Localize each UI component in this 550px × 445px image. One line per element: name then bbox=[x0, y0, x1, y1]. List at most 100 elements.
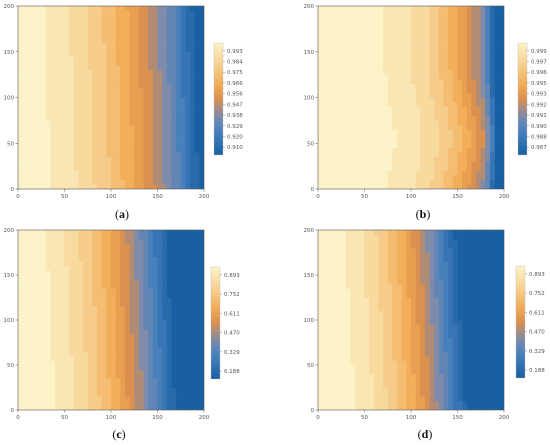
heat-cell bbox=[115, 230, 121, 235]
heat-cell bbox=[336, 60, 342, 66]
heat-cell bbox=[143, 28, 149, 34]
heat-cell bbox=[36, 234, 42, 240]
heat-cell bbox=[420, 65, 426, 71]
heat-cell bbox=[78, 319, 84, 325]
heat-cell bbox=[69, 324, 75, 330]
heat-cell bbox=[152, 328, 158, 334]
heat-cell bbox=[452, 156, 458, 162]
heat-cell bbox=[152, 400, 158, 406]
heat-cell bbox=[36, 261, 42, 267]
heat-cell bbox=[162, 74, 168, 80]
heat-cell bbox=[134, 156, 140, 162]
heat-cell bbox=[69, 400, 75, 406]
heat-cell bbox=[369, 115, 375, 121]
heat-cell bbox=[36, 346, 42, 352]
heat-cell bbox=[355, 65, 361, 71]
heat-cell bbox=[466, 70, 472, 75]
heat-cell bbox=[124, 170, 130, 176]
heat-cell bbox=[18, 15, 23, 20]
heat-cell bbox=[148, 120, 154, 126]
heat-cell bbox=[55, 265, 61, 271]
heat-cell bbox=[152, 301, 158, 307]
heat-cell bbox=[36, 243, 42, 249]
heat-cell bbox=[143, 306, 149, 312]
heat-cell bbox=[31, 33, 37, 39]
heat-cell bbox=[462, 97, 468, 103]
heat-cell bbox=[171, 19, 177, 25]
heat-cell bbox=[69, 288, 75, 294]
heat-cell bbox=[148, 396, 154, 402]
heat-cell bbox=[55, 6, 61, 11]
heat-cell bbox=[166, 364, 172, 370]
heat-cell bbox=[185, 147, 191, 153]
heat-cell bbox=[166, 120, 172, 126]
heat-cell bbox=[429, 74, 435, 80]
heat-cell bbox=[364, 134, 370, 139]
heat-cell bbox=[97, 24, 102, 30]
heat-cell bbox=[438, 79, 444, 85]
heat-cell bbox=[355, 166, 361, 171]
heat-cell bbox=[185, 115, 191, 121]
heat-cell bbox=[406, 111, 412, 117]
heat-cell bbox=[359, 129, 365, 135]
heat-cell bbox=[345, 138, 351, 144]
heat-cell bbox=[18, 124, 23, 130]
heat-cell bbox=[27, 129, 33, 135]
heat-cell bbox=[322, 74, 328, 80]
heat-cell bbox=[27, 6, 33, 11]
heat-cell bbox=[18, 19, 23, 25]
heat-cell bbox=[134, 283, 140, 289]
heat-cell bbox=[138, 152, 144, 158]
heat-cell bbox=[50, 28, 56, 34]
heat-cell bbox=[18, 97, 23, 103]
heat-cell bbox=[341, 19, 347, 25]
heat-cell bbox=[92, 324, 98, 330]
heat-cell bbox=[452, 147, 458, 153]
heat-cell bbox=[31, 391, 37, 397]
heat-cell bbox=[499, 65, 504, 71]
heat-cell bbox=[78, 274, 84, 280]
heat-cell bbox=[27, 28, 33, 34]
heat-cell bbox=[327, 83, 333, 89]
heat-cell bbox=[322, 134, 328, 139]
heat-cell bbox=[73, 47, 79, 52]
heat-cell bbox=[424, 88, 430, 94]
heat-cell bbox=[106, 247, 112, 253]
heat-cell bbox=[322, 79, 328, 85]
heat-cell bbox=[176, 270, 181, 276]
heat-cell bbox=[124, 306, 130, 312]
heat-cell bbox=[31, 328, 37, 334]
heat-cell bbox=[59, 33, 65, 39]
heat-cell bbox=[378, 79, 384, 85]
heat-cell bbox=[194, 184, 200, 189]
heat-cell bbox=[87, 288, 93, 294]
heat-cell bbox=[190, 79, 195, 85]
heat-cell bbox=[392, 106, 398, 112]
heat-cell bbox=[59, 230, 65, 235]
heat-cell bbox=[318, 129, 323, 135]
heat-cell bbox=[162, 283, 168, 289]
heat-cell bbox=[392, 143, 398, 149]
heat-cell bbox=[55, 283, 61, 289]
heat-cell bbox=[415, 56, 421, 62]
heat-cell bbox=[22, 279, 28, 285]
heat-cell bbox=[45, 161, 51, 167]
heat-cell bbox=[138, 238, 144, 244]
heat-cell bbox=[18, 306, 23, 312]
heat-cell bbox=[471, 88, 477, 94]
heat-cell bbox=[120, 115, 126, 121]
heat-cell bbox=[152, 70, 158, 75]
heat-cell bbox=[190, 42, 195, 48]
heat-cell bbox=[134, 92, 140, 98]
heat-cell bbox=[22, 342, 28, 348]
heat-cell bbox=[406, 161, 412, 167]
heat-cell bbox=[480, 10, 486, 16]
heat-cell bbox=[466, 129, 472, 135]
heat-cell bbox=[429, 24, 435, 30]
colorbar-tick-label: 0.188 bbox=[224, 369, 240, 375]
heat-cell bbox=[45, 19, 51, 25]
heat-cell bbox=[185, 33, 191, 39]
heat-cell bbox=[59, 161, 65, 167]
heat-cell bbox=[41, 310, 47, 316]
heat-cell bbox=[369, 51, 375, 57]
